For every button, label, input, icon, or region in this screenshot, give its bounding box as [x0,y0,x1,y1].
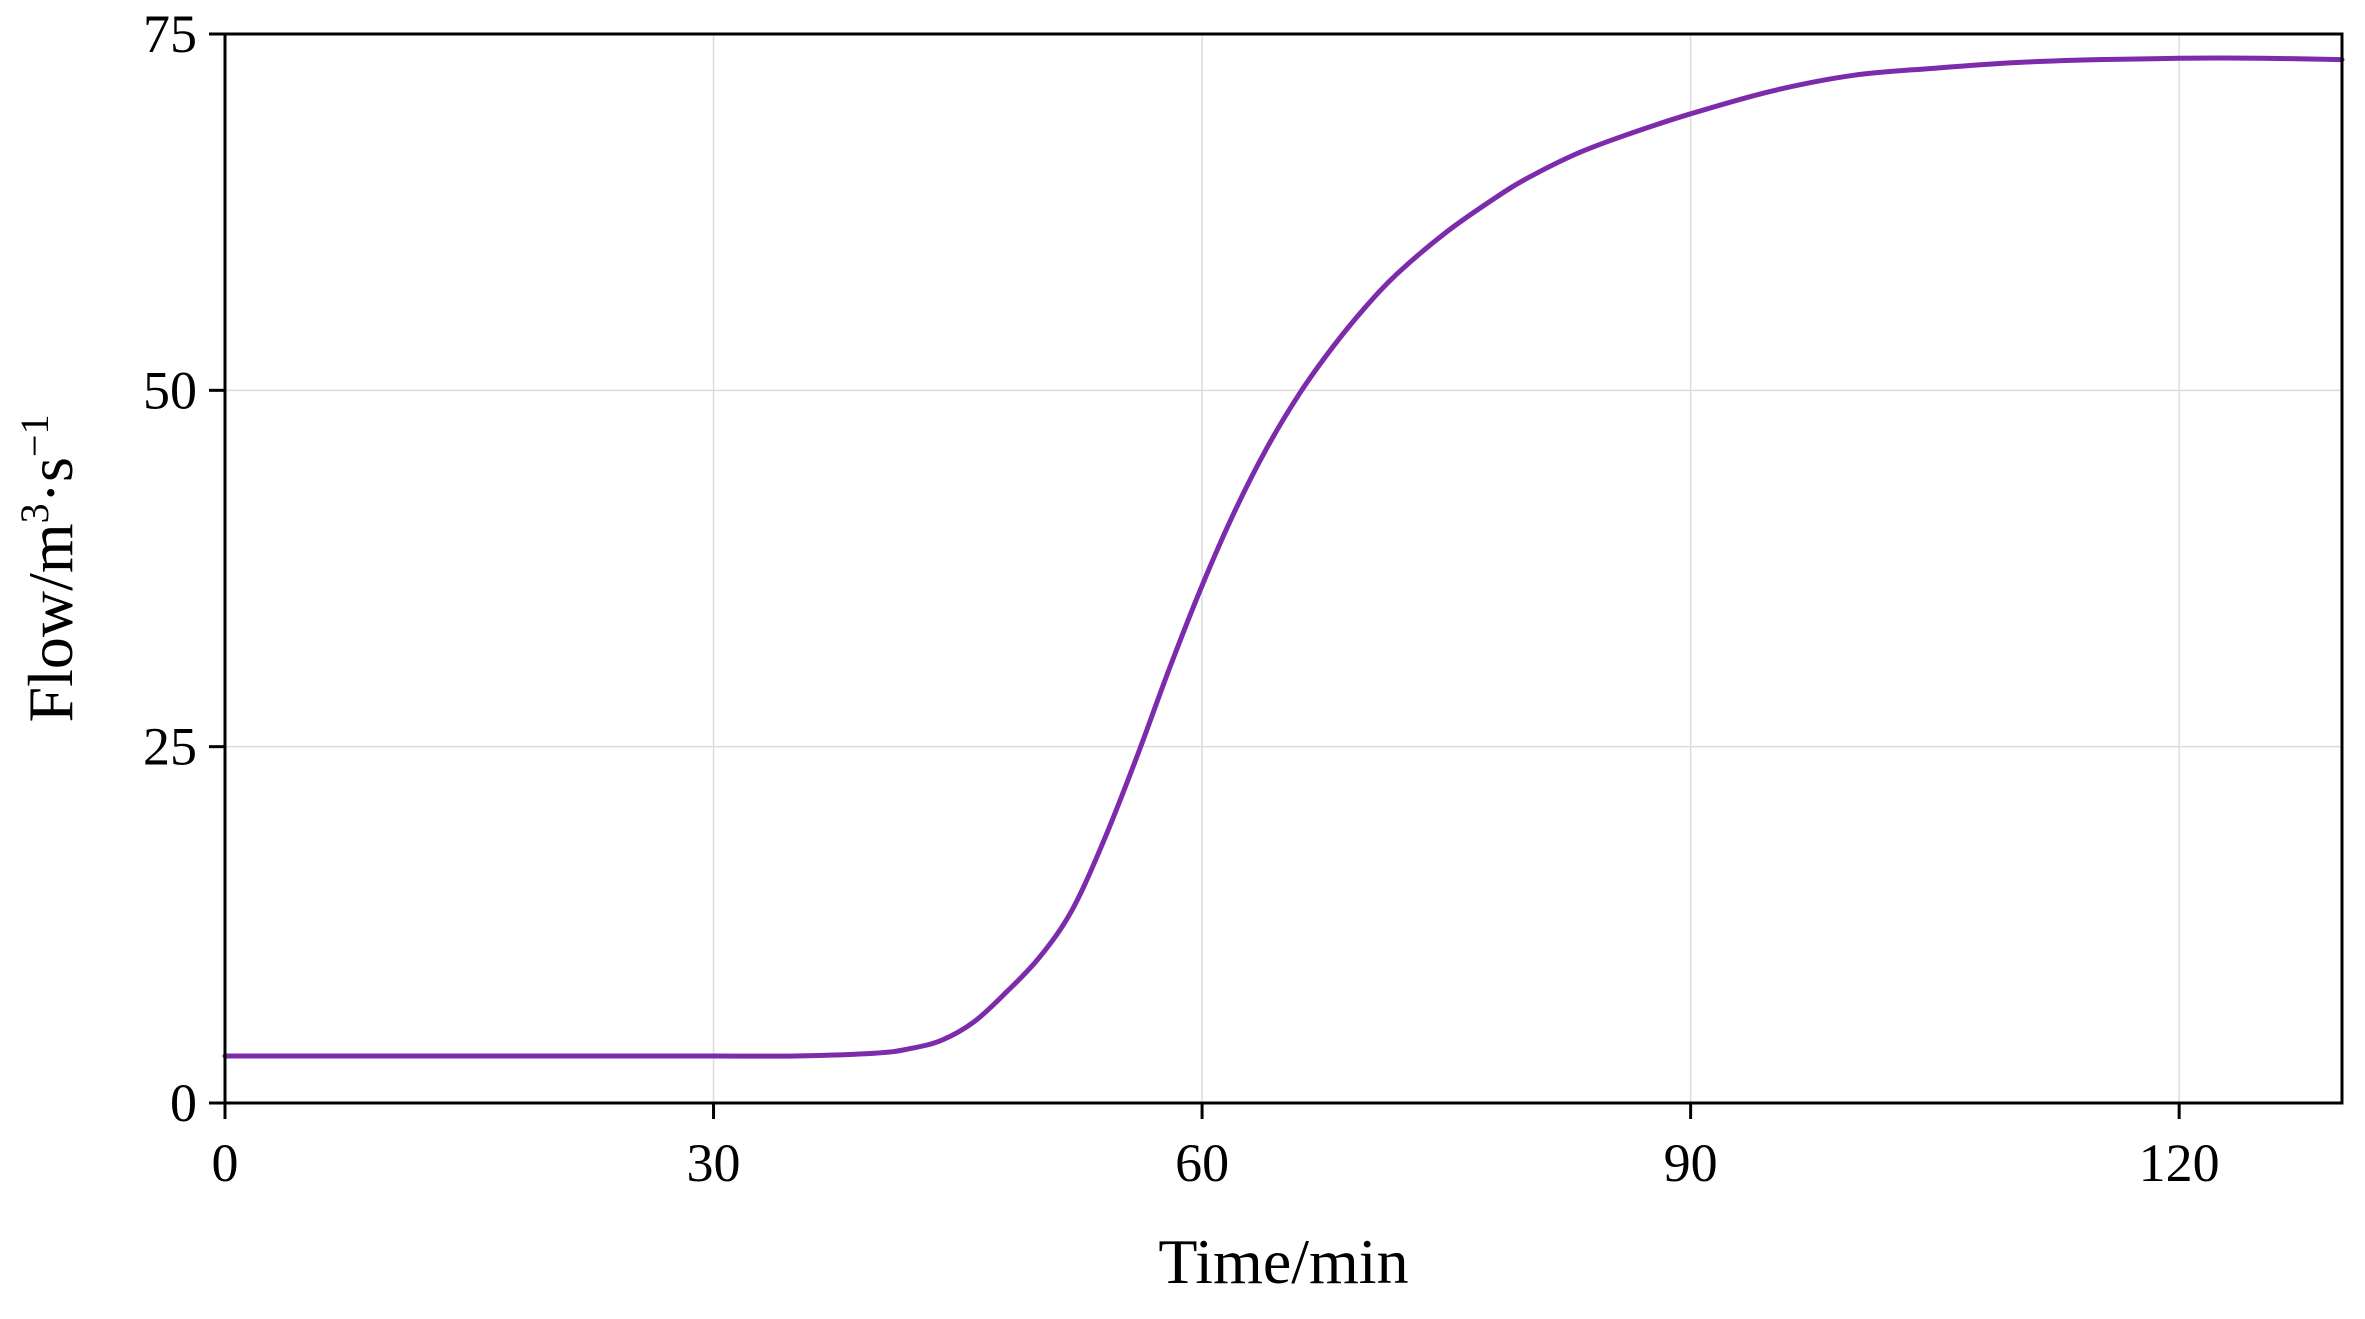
axis-ticks [209,32,2181,1119]
y-tick-label: 0 [170,1073,197,1133]
y-tick-label: 25 [143,717,197,777]
x-tick-label: 60 [1175,1133,1229,1193]
series-layer [222,55,2345,1059]
x-axis-tick-labels: 0 30 60 90 120 [212,1133,2220,1193]
y-axis-tick-labels: 0 25 50 75 [143,4,197,1133]
y-tick-label: 75 [143,4,197,64]
x-axis-title: Time/min [1158,1226,1408,1297]
y-tick-label: 50 [143,360,197,420]
grid [224,33,2342,1104]
y-axis-title: Flow/m3·s−1 [12,415,86,723]
y-axis-title-exponent-2: −1 [12,415,57,458]
y-axis-title-exponent-1: 3 [12,503,57,523]
y-axis-title-base: Flow/m [15,523,86,722]
x-tick-label: 90 [1664,1133,1718,1193]
x-tick-label: 30 [687,1133,741,1193]
x-tick-label: 120 [2139,1133,2220,1193]
flow-series-line [222,55,2345,1059]
plot-frame [223,32,2344,1105]
y-axis-title-middle: ·s [15,457,86,503]
x-tick-label: 0 [212,1133,239,1193]
